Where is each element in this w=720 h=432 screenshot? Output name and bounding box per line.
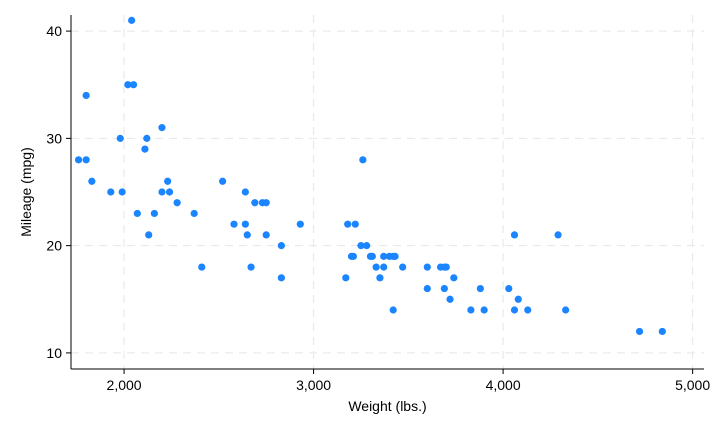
x-tick-label: 4,000 <box>486 377 521 393</box>
axes-layer <box>66 15 704 374</box>
scatter-point <box>380 263 388 271</box>
scatter-point <box>141 145 149 153</box>
scatter-point <box>262 199 270 207</box>
scatter-point <box>164 177 172 185</box>
scatter-point <box>357 242 365 250</box>
scatter-point <box>74 156 83 164</box>
scatter-point <box>351 220 359 228</box>
scatter-point <box>124 81 132 89</box>
points-layer <box>74 16 666 336</box>
scatter-point <box>450 274 458 282</box>
scatter-point <box>446 295 454 303</box>
scatter-point <box>82 156 90 164</box>
scatter-point <box>143 134 151 142</box>
scatter-point <box>510 306 519 314</box>
scatter-point <box>158 124 166 132</box>
scatter-point <box>505 284 513 293</box>
scatter-point <box>480 306 488 314</box>
scatter-point <box>389 306 397 314</box>
scatter-point <box>243 231 251 239</box>
grid-layer <box>71 15 704 369</box>
scatter-point <box>440 284 448 293</box>
scatter-point <box>173 199 181 207</box>
scatter-point <box>145 231 153 239</box>
scatter-point <box>88 177 96 185</box>
scatter-point <box>82 91 90 100</box>
scatter-point <box>349 252 357 260</box>
scatter-point <box>423 284 431 293</box>
scatter-point <box>376 274 384 282</box>
scatter-point <box>524 306 532 314</box>
y-tick-label: 10 <box>46 345 62 361</box>
x-tick-label: 5,000 <box>675 377 710 393</box>
y-tick-label: 30 <box>46 130 62 146</box>
scatter-point <box>128 16 136 24</box>
scatter-point <box>399 263 407 271</box>
scatter-point <box>230 220 238 228</box>
scatter-point <box>296 220 304 228</box>
scatter-point <box>247 263 255 271</box>
scatter-point <box>658 327 666 336</box>
scatter-point <box>158 188 166 196</box>
scatter-point <box>277 274 285 282</box>
scatter-point <box>442 263 450 271</box>
scatter-point <box>423 263 431 271</box>
scatter-point <box>344 220 352 228</box>
scatter-point <box>241 220 249 228</box>
scatter-point <box>118 188 126 196</box>
scatter-point <box>190 209 198 218</box>
x-axis-title: Weight (lbs.) <box>348 398 426 414</box>
scatter-point <box>562 306 570 314</box>
y-axis-title: Mileage (mpg) <box>18 147 34 236</box>
scatter-point <box>262 231 270 239</box>
scatter-point <box>198 263 206 271</box>
scatter-point <box>510 231 519 239</box>
scatter-point <box>476 284 484 293</box>
scatter-point <box>514 295 522 303</box>
scatter-point <box>359 156 367 164</box>
scatter-point <box>133 209 141 218</box>
scatter-point <box>635 327 644 336</box>
scatter-point <box>554 231 562 239</box>
scatter-point <box>241 188 249 196</box>
scatter-point <box>372 263 380 271</box>
scatter-point <box>342 274 350 282</box>
scatter-point <box>251 199 259 207</box>
scatter-point <box>116 134 124 142</box>
labels-layer: Weight (lbs.) Mileage (mpg) 2,000 3,000 4,… <box>18 23 710 414</box>
x-tick-label: 2,000 <box>107 377 142 393</box>
x-tick-label: 3,000 <box>296 377 331 393</box>
scatter-point <box>277 242 285 250</box>
scatter-point <box>391 252 399 260</box>
y-tick-label: 20 <box>46 238 62 254</box>
scatter-point <box>368 252 376 260</box>
scatter-point <box>363 242 371 250</box>
scatter-point <box>129 81 138 89</box>
scatter-point <box>107 188 115 196</box>
y-tick-label: 40 <box>46 23 62 39</box>
scatter-point <box>219 177 227 185</box>
scatter-point <box>467 306 475 314</box>
scatter-point <box>150 209 158 218</box>
scatter-point <box>380 252 388 260</box>
scatter-point <box>165 188 174 196</box>
